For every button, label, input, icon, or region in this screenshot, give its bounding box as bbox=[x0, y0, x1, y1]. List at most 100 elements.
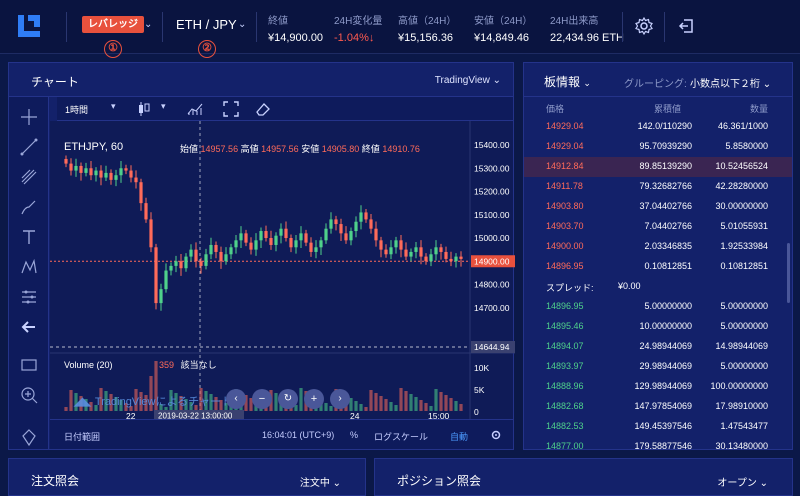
chevron-down-icon[interactable]: ▾ bbox=[111, 101, 116, 111]
orderbook-columns: 価格 累積値 数量 bbox=[524, 97, 792, 117]
ask-row[interactable]: 14929.04 142.0/110290 46.361/1000 bbox=[524, 117, 792, 137]
zoom-out-icon[interactable]: − bbox=[252, 389, 272, 409]
fullscreen-icon[interactable] bbox=[223, 101, 239, 117]
volume-value: 359 bbox=[159, 360, 175, 370]
volume-bar bbox=[194, 405, 198, 411]
cumulative-cell: 149.45397546 bbox=[634, 421, 692, 431]
candle-body bbox=[104, 172, 108, 178]
volume-bar bbox=[109, 394, 113, 411]
liquid-logo-icon[interactable] bbox=[14, 11, 44, 41]
quantity-cell: 17.98910000 bbox=[715, 401, 768, 411]
ask-row[interactable]: 14896.95 0.10812851 0.10812851 bbox=[524, 257, 792, 277]
zoom-controls: ‹ − ↻ + › bbox=[226, 389, 358, 411]
bid-row[interactable]: 14894.07 24.98944069 14.98944069 bbox=[524, 337, 792, 357]
ask-row[interactable]: 14903.80 37.04402766 30.00000000 bbox=[524, 197, 792, 217]
volume-bar bbox=[224, 403, 228, 411]
candle-body bbox=[119, 168, 123, 176]
zoom-in-icon[interactable]: + bbox=[304, 389, 324, 409]
volume-bar bbox=[149, 376, 153, 411]
ask-row[interactable]: 14911.78 79.32682766 42.28280000 bbox=[524, 177, 792, 197]
candle-body bbox=[134, 177, 138, 183]
bid-row[interactable]: 14895.46 10.00000000 5.00000000 bbox=[524, 317, 792, 337]
chevron-down-icon[interactable]: ⌄ bbox=[238, 19, 247, 30]
pair-selector[interactable]: ETH / JPY bbox=[176, 17, 237, 32]
indicators-icon[interactable] bbox=[187, 102, 203, 116]
pattern-icon[interactable] bbox=[19, 257, 39, 277]
scroll-right-icon[interactable]: › bbox=[330, 389, 350, 409]
candle-body bbox=[269, 238, 273, 245]
candle-type-icon[interactable] bbox=[137, 101, 151, 117]
measure-icon[interactable] bbox=[19, 287, 39, 307]
ask-row[interactable]: 14903.70 7.04402766 5.01055931 bbox=[524, 217, 792, 237]
candle-body bbox=[179, 261, 183, 269]
lock-icon[interactable] bbox=[19, 427, 39, 447]
ask-row[interactable]: 14912.84 89.85139290 10.52456524 bbox=[524, 157, 792, 177]
candle-body bbox=[414, 247, 418, 252]
ohlc-close: 14910.76 bbox=[382, 144, 420, 154]
volume-bar bbox=[204, 391, 208, 411]
reset-icon[interactable]: ↻ bbox=[278, 389, 298, 409]
candle-body bbox=[399, 240, 403, 250]
grouping-label: グルーピング: bbox=[624, 79, 687, 90]
percent-toggle[interactable]: % bbox=[350, 430, 359, 440]
ask-row[interactable]: 14900.00 2.03346835 1.92533984 bbox=[524, 237, 792, 257]
logout-icon[interactable] bbox=[678, 16, 698, 36]
fib-icon[interactable] bbox=[19, 167, 39, 187]
scroll-left-icon[interactable]: ‹ bbox=[226, 389, 246, 409]
date-range-button[interactable]: 日付範囲 bbox=[64, 432, 101, 442]
price-cell: 14912.84 bbox=[546, 161, 584, 171]
volume-bar bbox=[249, 398, 253, 411]
volume-bar bbox=[454, 401, 458, 411]
positions-filter-selector[interactable]: オープン ⌄ bbox=[717, 478, 768, 489]
price-chart[interactable]: 15400.00 15300.00 15200.00 15100.00 15000.00… bbox=[50, 121, 515, 421]
scrollbar[interactable] bbox=[787, 243, 790, 303]
quantity-cell: 30.13480000 bbox=[715, 441, 768, 450]
positions-filter-value: オープン bbox=[717, 478, 757, 489]
price-cell: 14895.46 bbox=[546, 321, 584, 331]
grouping-selector[interactable]: 小数点以下２桁 ⌄ bbox=[690, 79, 772, 90]
gear-icon[interactable] bbox=[490, 429, 502, 441]
orderbook-title[interactable]: 板情報 ⌄ bbox=[544, 73, 591, 90]
arrow-left-icon[interactable] bbox=[19, 317, 39, 337]
candle-body bbox=[334, 219, 338, 225]
candle-body bbox=[219, 251, 223, 262]
candle-body bbox=[234, 240, 238, 248]
bid-row[interactable]: 14893.97 29.98944069 5.00000000 bbox=[524, 357, 792, 377]
volume-bar bbox=[124, 403, 128, 411]
bid-row[interactable]: 14882.68 147.97854069 17.98910000 bbox=[524, 397, 792, 417]
cumulative-cell: 79.32682766 bbox=[639, 181, 692, 191]
volume-label: Volume (20) 359 該当なし bbox=[64, 358, 217, 371]
text-icon[interactable] bbox=[19, 227, 39, 247]
bid-row[interactable]: 14896.95 5.00000000 5.00000000 bbox=[524, 297, 792, 317]
leverage-selector[interactable]: レバレッジ bbox=[82, 16, 144, 33]
ohlc-open-label: 始値 bbox=[180, 144, 199, 154]
ohlc-close-label: 終値 bbox=[361, 144, 380, 154]
chevron-down-icon[interactable]: ⌄ bbox=[144, 19, 153, 30]
volume-bar bbox=[209, 394, 213, 411]
chart-area[interactable]: 15400.00 15300.00 15200.00 15100.00 15000.00… bbox=[50, 121, 515, 421]
bid-row[interactable]: 14882.53 149.45397546 1.47543477 bbox=[524, 417, 792, 437]
trendline-icon[interactable] bbox=[19, 137, 39, 157]
positions-panel: ポジション照会 オープン ⌄ bbox=[374, 458, 793, 496]
chevron-down-icon[interactable]: ▾ bbox=[161, 101, 166, 111]
stat-value: ¥15,156.36 bbox=[398, 32, 454, 44]
interval-selector[interactable]: 1時間 bbox=[65, 105, 89, 115]
crosshair-icon[interactable] bbox=[19, 107, 39, 127]
quantity-cell: 5.01055931 bbox=[720, 221, 768, 231]
bid-row[interactable]: 14877.00 179.58877546 30.13480000 bbox=[524, 437, 792, 450]
brush-icon[interactable] bbox=[19, 197, 39, 217]
orders-filter-selector[interactable]: 注文中 ⌄ bbox=[299, 478, 341, 489]
ruler-icon[interactable] bbox=[19, 355, 39, 375]
tradingview-selector[interactable]: TradingView ⌄ bbox=[434, 75, 501, 86]
candle-body bbox=[94, 170, 98, 176]
eraser-icon[interactable] bbox=[255, 101, 271, 117]
ask-row[interactable]: 14929.04 95.70939290 5.8580000 bbox=[524, 137, 792, 157]
zoom-in-icon[interactable] bbox=[19, 385, 39, 405]
auto-scale-toggle[interactable]: 自動 bbox=[450, 432, 469, 442]
volume-bar bbox=[444, 395, 448, 411]
chart-panel: チャート TradingView ⌄ 1時間 ▾ ▾ 15400.00 15300… bbox=[8, 62, 515, 450]
log-scale-toggle[interactable]: ログスケール bbox=[374, 432, 429, 442]
bid-row[interactable]: 14888.96 129.98944069 100.00000000 bbox=[524, 377, 792, 397]
gear-icon[interactable] bbox=[634, 16, 654, 36]
price-cell: 14929.04 bbox=[546, 121, 584, 131]
